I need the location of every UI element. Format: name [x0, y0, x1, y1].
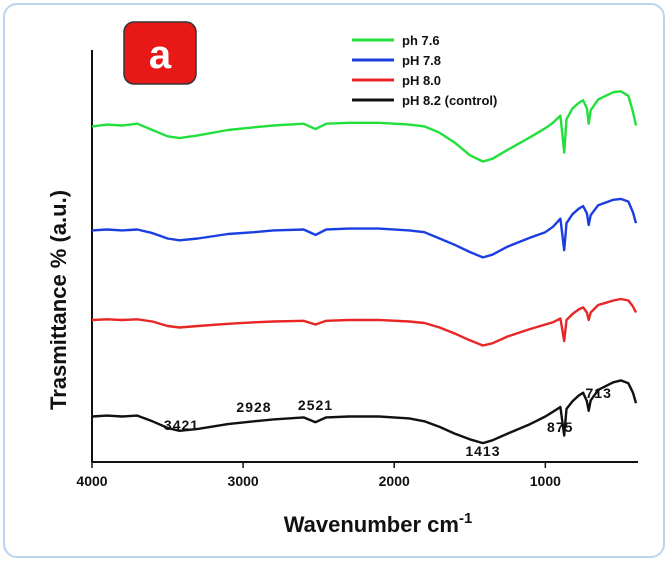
peak-annotation: 2521: [298, 397, 333, 413]
series-line-3: [91, 297, 638, 347]
x-axis-title: Wavenumber cm-1: [284, 510, 473, 537]
legend-label: pH 7.8: [402, 53, 441, 68]
legend-label: pH 8.0: [402, 73, 441, 88]
legend: ph 7.6 pH 7.8 pH 8.0 pH 8.2 (control): [352, 33, 497, 108]
x-tick-label: 3000: [228, 473, 259, 489]
peak-annotation: 713: [586, 385, 612, 401]
series-line-4: [91, 379, 638, 445]
x-tick-label: 2000: [379, 473, 410, 489]
peak-annotation: 1413: [465, 443, 500, 459]
series-line-2: [91, 197, 638, 259]
y-axis-title: Trasmittance % (a.u.): [46, 190, 71, 410]
peak-annotation: 2928: [236, 399, 271, 415]
x-axis-title-main: Wavenumber cm: [284, 512, 459, 537]
legend-label: pH 8.2 (control): [402, 93, 497, 108]
peak-annotation: 875: [547, 419, 573, 435]
figure-frame: [3, 3, 665, 558]
peak-annotation: 3421: [164, 417, 199, 433]
panel-label-badge: a: [123, 21, 197, 85]
legend-label: ph 7.6: [402, 33, 440, 48]
panel-label: a: [149, 33, 172, 77]
x-axis-title-superscript: -1: [459, 510, 472, 527]
x-tick-label: 1000: [530, 473, 561, 489]
x-ticks: 4000 3000 2000 1000: [76, 462, 561, 489]
peak-annotations: 3421 2928 2521 1413 875 713: [164, 385, 612, 459]
series-line-1: [91, 90, 638, 163]
x-tick-label: 4000: [76, 473, 107, 489]
series-group: [91, 90, 638, 445]
